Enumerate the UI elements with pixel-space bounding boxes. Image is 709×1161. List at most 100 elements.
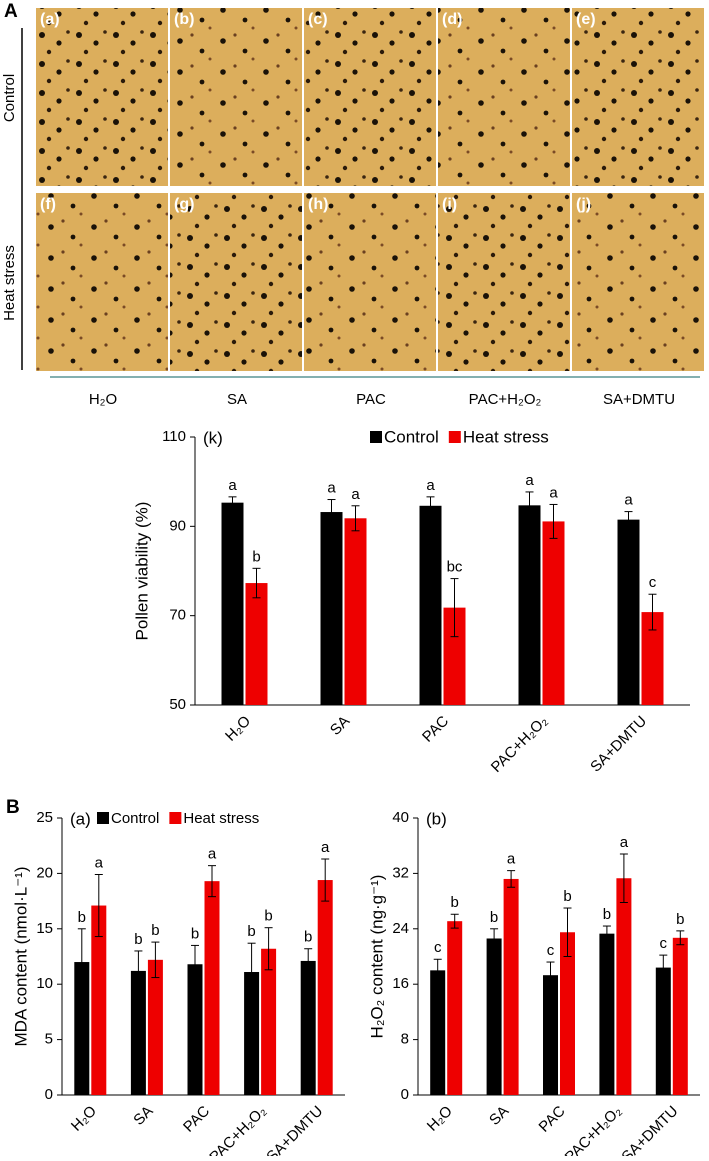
- significance-letter: a: [321, 839, 330, 856]
- significance-letter: b: [134, 931, 142, 948]
- bar: [560, 932, 575, 1095]
- panel-label: (f): [40, 196, 56, 213]
- bar: [486, 938, 502, 1095]
- micrograph-dots: [36, 8, 168, 186]
- panel-label: (d): [442, 11, 462, 28]
- bar: [91, 905, 107, 1095]
- x-tick-label: SA+DMTU: [263, 1103, 326, 1156]
- significance-letter: bc: [447, 559, 463, 576]
- bar: [443, 607, 466, 705]
- bar: [655, 967, 671, 1095]
- x-tick-label: H₂O: [222, 713, 254, 745]
- panel-letter: A: [4, 1, 18, 22]
- legend-label: Control: [111, 810, 159, 827]
- x-tick-label: PAC: [180, 1102, 213, 1135]
- x-tick-label: PAC+H₂O₂: [206, 1102, 270, 1156]
- micrograph-dots: [170, 8, 302, 186]
- micrograph-dots: [170, 193, 302, 371]
- micrograph-dots: [572, 8, 704, 186]
- bar: [245, 583, 268, 705]
- significance-letter: c: [547, 942, 555, 959]
- x-tick-label: SA: [486, 1103, 512, 1129]
- bar: [221, 502, 244, 705]
- micrograph-dots: [438, 8, 570, 186]
- panel-letter: B: [6, 797, 20, 818]
- significance-letter: a: [228, 477, 237, 494]
- y-tick-label: 32: [392, 864, 409, 881]
- micrograph-dots: [36, 193, 168, 371]
- y-tick-label: 110: [162, 428, 186, 445]
- x-tick-label: SA: [327, 713, 353, 739]
- significance-letter: b: [78, 909, 86, 926]
- bar: [518, 505, 541, 705]
- panel-label: (e): [576, 11, 596, 28]
- bar: [542, 521, 565, 705]
- y-tick-label: 0: [45, 1086, 53, 1103]
- legend-label: Heat stress: [463, 427, 549, 446]
- x-tick-label: SA+DMTU: [587, 713, 650, 776]
- y-tick-label: 16: [392, 975, 409, 992]
- bar: [130, 970, 146, 1095]
- legend-swatch: [448, 431, 461, 443]
- bar: [447, 921, 463, 1095]
- significance-letter: c: [660, 935, 668, 952]
- significance-letter: a: [624, 492, 633, 509]
- x-tick-label: PAC: [536, 1102, 569, 1135]
- y-tick-label: 20: [36, 864, 53, 881]
- column-label: PAC: [356, 391, 386, 408]
- panel-label: (c): [308, 11, 328, 28]
- bar: [147, 959, 163, 1095]
- y-axis-label: Pollen viability (%): [132, 502, 151, 641]
- bar: [261, 948, 277, 1095]
- panel-label: (a): [40, 11, 60, 28]
- bar: [599, 933, 615, 1095]
- significance-letter: c: [434, 939, 442, 956]
- micrograph-dots: [572, 193, 704, 371]
- significance-letter: b: [603, 906, 611, 923]
- x-tick-label: H₂O: [424, 1103, 456, 1135]
- column-label: SA+DMTU: [603, 391, 675, 408]
- row-label: Heat stress: [1, 245, 18, 321]
- panel-label: (b): [174, 11, 194, 28]
- x-tick-label: SA+DMTU: [618, 1103, 681, 1156]
- x-tick-label: PAC+H₂O₂: [562, 1102, 626, 1156]
- legend-swatch: [97, 812, 109, 824]
- bar: [344, 518, 367, 705]
- y-axis-label: H₂O₂ content (ng·g⁻¹): [367, 875, 386, 1039]
- chart-title: (b): [426, 809, 447, 828]
- x-tick-label: PAC: [419, 712, 452, 745]
- column-label: SA: [227, 391, 247, 408]
- significance-letter: b: [304, 929, 312, 946]
- significance-letter: b: [676, 911, 684, 928]
- bar: [204, 881, 220, 1095]
- x-tick-label: PAC+H₂O₂: [488, 712, 552, 776]
- bar: [543, 975, 558, 1095]
- bar: [430, 970, 446, 1095]
- micrograph-dots: [304, 193, 436, 371]
- panel-label: (h): [308, 196, 328, 213]
- y-tick-label: 90: [169, 517, 186, 534]
- significance-letter: b: [151, 922, 159, 939]
- column-label: H₂O: [89, 391, 117, 408]
- y-tick-label: 25: [36, 809, 53, 826]
- y-tick-label: 24: [392, 920, 409, 937]
- significance-letter: a: [208, 846, 217, 863]
- legend-swatch: [370, 431, 382, 443]
- y-tick-label: 10: [36, 975, 53, 992]
- bar: [503, 878, 519, 1095]
- legend-swatch: [169, 812, 182, 824]
- micrograph-dots: [304, 8, 436, 186]
- significance-letter: a: [426, 477, 435, 494]
- panel-label: (j): [576, 196, 591, 213]
- bar: [320, 512, 343, 705]
- micrograph-dots: [438, 193, 570, 371]
- significance-letter: a: [327, 480, 336, 497]
- bar: [317, 880, 333, 1095]
- significance-letter: a: [351, 486, 360, 503]
- y-tick-label: 50: [169, 696, 186, 713]
- column-label: PAC+H₂O₂: [469, 391, 542, 408]
- bar: [419, 505, 442, 705]
- y-tick-label: 15: [36, 920, 53, 937]
- y-tick-label: 70: [169, 607, 186, 624]
